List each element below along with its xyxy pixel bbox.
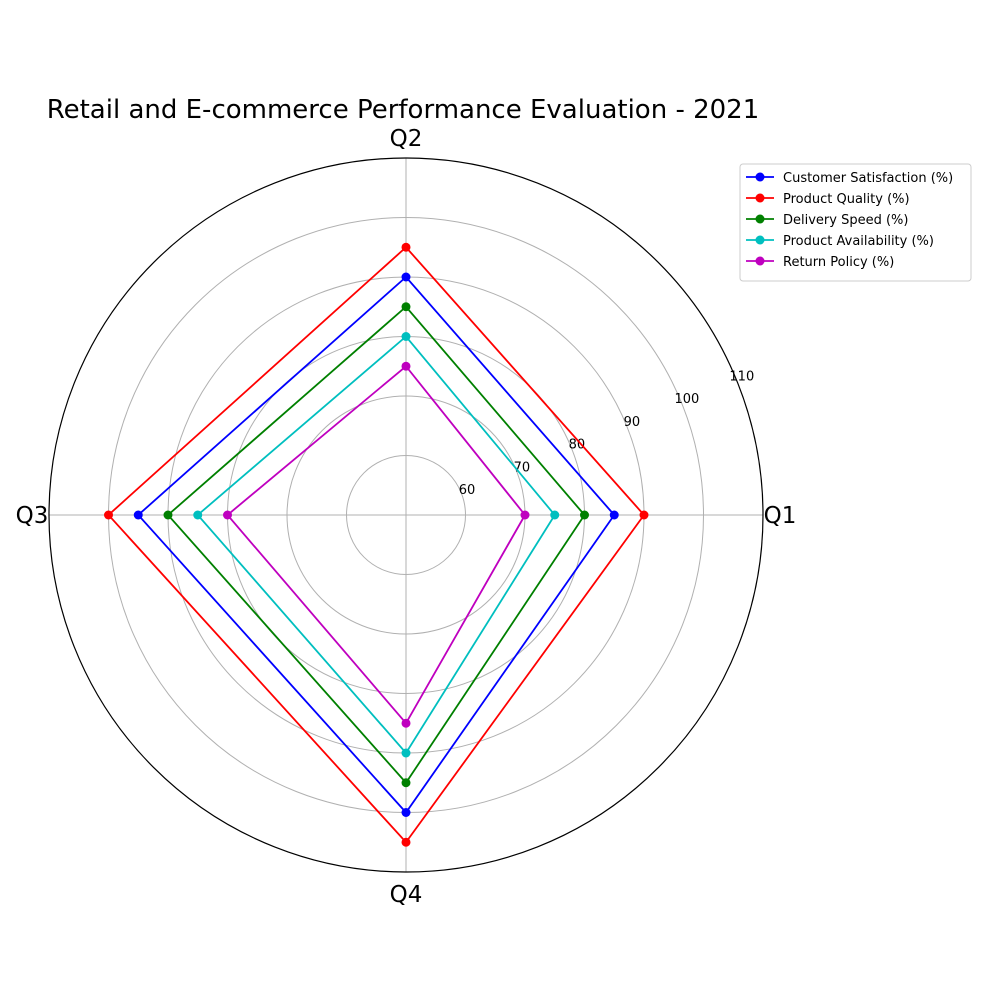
legend-label: Customer Satisfaction (%) [783,171,953,186]
category-label-q1: Q1 [764,503,797,529]
legend: Customer Satisfaction (%) Product Quality… [740,164,971,281]
data-point-q1 [640,511,649,520]
legend-label: Product Availability (%) [783,234,934,249]
data-point-q2 [402,273,411,282]
legend-marker [756,194,765,203]
series-4 [223,362,530,728]
data-point-q3 [104,511,113,520]
category-label-q2: Q2 [390,126,423,152]
data-point-q2 [402,302,411,311]
data-point-q3 [193,511,202,520]
data-point-q4 [402,749,411,758]
legend-marker [756,257,765,266]
series-layer [104,243,649,847]
data-point-q4 [402,719,411,728]
data-point-q4 [402,838,411,847]
data-point-q1 [580,511,589,520]
data-point-q1 [610,511,619,520]
data-point-q2 [402,243,411,252]
series-line [138,277,614,813]
data-point-q2 [402,362,411,371]
legend-marker [756,215,765,224]
legend-marker [756,236,765,245]
radial-tick-label: 100 [674,392,699,407]
legend-label: Delivery Speed (%) [783,213,908,228]
data-point-q4 [402,808,411,817]
legend-label: Return Policy (%) [783,255,894,270]
series-2 [164,302,590,787]
radial-tick-label: 90 [624,415,641,430]
legend-marker [756,173,765,182]
data-point-q4 [402,778,411,787]
legend-label: Product Quality (%) [783,192,910,207]
data-point-q2 [402,332,411,341]
radial-tick-label: 110 [729,369,754,384]
data-point-q3 [134,511,143,520]
grid [49,158,763,872]
radial-tick-label: 60 [459,483,476,498]
data-point-q3 [223,511,232,520]
data-point-q3 [164,511,173,520]
data-point-q1 [521,511,530,520]
category-label-q3: Q3 [16,503,49,529]
data-point-q1 [550,511,559,520]
chart-title: Retail and E-commerce Performance Evalua… [47,95,760,125]
category-label-q4: Q4 [390,882,423,908]
